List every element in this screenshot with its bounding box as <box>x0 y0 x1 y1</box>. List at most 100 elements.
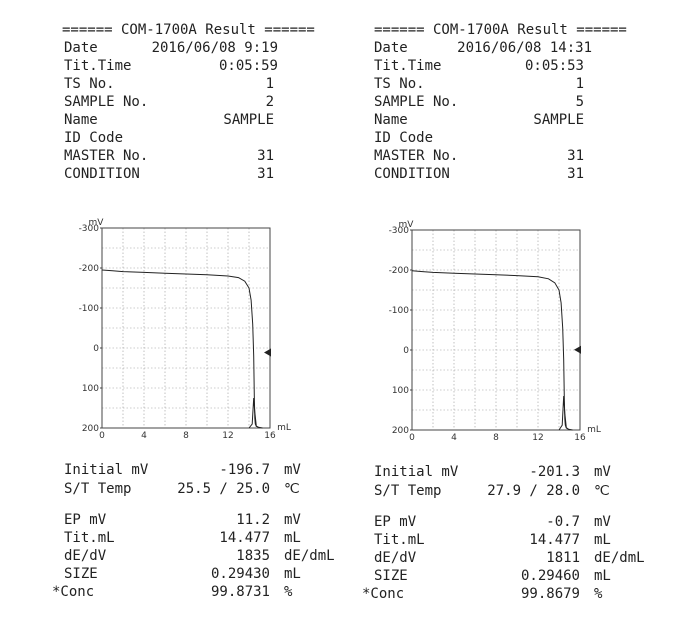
conc-unit: % <box>284 584 293 600</box>
titration-curve <box>101 269 263 429</box>
st-temp-unit: ℃ <box>594 483 610 499</box>
y-tick-label: 0 <box>403 346 409 356</box>
size-value: 0.29430 <box>210 566 270 582</box>
condition-label: CONDITION <box>64 166 140 182</box>
name-label: Name <box>64 112 98 128</box>
master-label: MASTER No. <box>64 148 149 164</box>
size-label: SIZE <box>64 566 98 582</box>
initial-value: -196.7 <box>219 462 270 478</box>
y-tick-label: -300 <box>79 224 100 234</box>
y-tick-label: 0 <box>93 344 99 354</box>
x-tick-label: 16 <box>574 433 586 443</box>
tit-time-label: Tit.Time <box>64 58 132 74</box>
endpoint-marker <box>574 345 581 354</box>
ts-value: 1 <box>575 76 584 92</box>
ep-label: EP mV <box>64 512 107 528</box>
dedv-value: 1835 <box>236 548 270 564</box>
y-tick-label: -100 <box>79 304 100 314</box>
x-tick-label: 4 <box>451 433 457 443</box>
sample-value: 5 <box>575 94 584 110</box>
name-value: SAMPLE <box>223 112 274 128</box>
conc-unit: % <box>594 586 603 602</box>
ep-unit: mV <box>284 512 301 528</box>
initial-label: Initial mV <box>64 462 149 478</box>
dedv-unit: dE/dmL <box>594 550 645 566</box>
report-title: ====== COM-1700A Result ====== <box>62 22 315 38</box>
initial-unit: mV <box>284 462 301 478</box>
initial-label: Initial mV <box>374 464 459 480</box>
report-panel-right: ====== COM-1700A Result ====== Date 2016… <box>340 0 670 636</box>
sample-label: SAMPLE No. <box>64 94 149 110</box>
tit-ml-label: Tit.mL <box>64 530 115 546</box>
tit-time-label: Tit.Time <box>374 58 442 74</box>
master-value: 31 <box>567 148 584 164</box>
size-unit: mL <box>284 566 301 582</box>
tit-ml-unit: mL <box>594 532 611 548</box>
sample-value: 2 <box>265 94 274 110</box>
idcode-label: ID Code <box>374 130 434 146</box>
tit-ml-value: 14.477 <box>529 532 580 548</box>
x-tick-label: 8 <box>183 431 189 441</box>
y-tick-label: -100 <box>389 306 410 316</box>
dedv-label: dE/dV <box>64 548 107 564</box>
tit-ml-value: 14.477 <box>219 530 270 546</box>
endpoint-marker <box>264 348 271 357</box>
conc-label: *Conc <box>52 584 95 600</box>
st-temp-label: S/T Temp <box>374 483 442 499</box>
y-tick-label: 200 <box>392 426 409 436</box>
ep-value: -0.7 <box>546 514 580 530</box>
condition-value: 31 <box>567 166 584 182</box>
tit-time-value: 0:05:53 <box>524 58 584 74</box>
initial-value: -201.3 <box>529 464 580 480</box>
titration-curve <box>411 270 573 431</box>
size-value: 0.29460 <box>520 568 580 584</box>
derivative-curve <box>248 397 260 429</box>
condition-label: CONDITION <box>374 166 450 182</box>
date-value: 2016/06/08 9:19 <box>151 40 278 56</box>
conc-label: *Conc <box>362 586 405 602</box>
master-value: 31 <box>257 148 274 164</box>
initial-unit: mV <box>594 464 611 480</box>
y-axis-label: mV <box>399 220 415 230</box>
st-temp-value: 27.9 / 28.0 <box>487 483 580 499</box>
date-value: 2016/06/08 14:31 <box>457 40 592 56</box>
report-title: ====== COM-1700A Result ====== <box>374 22 627 38</box>
y-tick-label: -200 <box>389 266 410 276</box>
st-temp-value: 25.5 / 25.0 <box>177 481 270 497</box>
size-label: SIZE <box>374 568 408 584</box>
conc-value: 99.8679 <box>520 586 580 602</box>
tit-ml-label: Tit.mL <box>374 532 425 548</box>
report-panel-left: ====== COM-1700A Result ====== Date 2016… <box>0 0 335 636</box>
ep-label: EP mV <box>374 514 417 530</box>
idcode-label: ID Code <box>64 130 124 146</box>
ts-label: TS No. <box>374 76 425 92</box>
x-axis-label: mL <box>587 425 601 435</box>
y-axis-label: mV <box>89 218 105 228</box>
y-tick-label: -200 <box>79 264 100 274</box>
size-unit: mL <box>594 568 611 584</box>
derivative-curve <box>558 395 570 431</box>
x-tick-label: 8 <box>493 433 499 443</box>
y-tick-label: 100 <box>392 386 409 396</box>
master-label: MASTER No. <box>374 148 459 164</box>
y-tick-label: 200 <box>82 424 99 434</box>
x-axis-label: mL <box>277 423 291 433</box>
tit-ml-unit: mL <box>284 530 301 546</box>
condition-value: 31 <box>257 166 274 182</box>
conc-value: 99.8731 <box>210 584 270 600</box>
ts-label: TS No. <box>64 76 115 92</box>
date-label: Date <box>374 40 408 56</box>
sample-label: SAMPLE No. <box>374 94 459 110</box>
x-tick-label: 12 <box>222 431 233 441</box>
y-tick-label: 100 <box>82 384 99 394</box>
dedv-value: 1811 <box>546 550 580 566</box>
plot-frame <box>411 229 581 431</box>
st-temp-label: S/T Temp <box>64 481 132 497</box>
dedv-unit: dE/dmL <box>284 548 335 564</box>
name-label: Name <box>374 112 408 128</box>
x-tick-label: 0 <box>409 433 415 443</box>
y-tick-label: -300 <box>389 226 410 236</box>
plot-frame <box>101 227 271 429</box>
